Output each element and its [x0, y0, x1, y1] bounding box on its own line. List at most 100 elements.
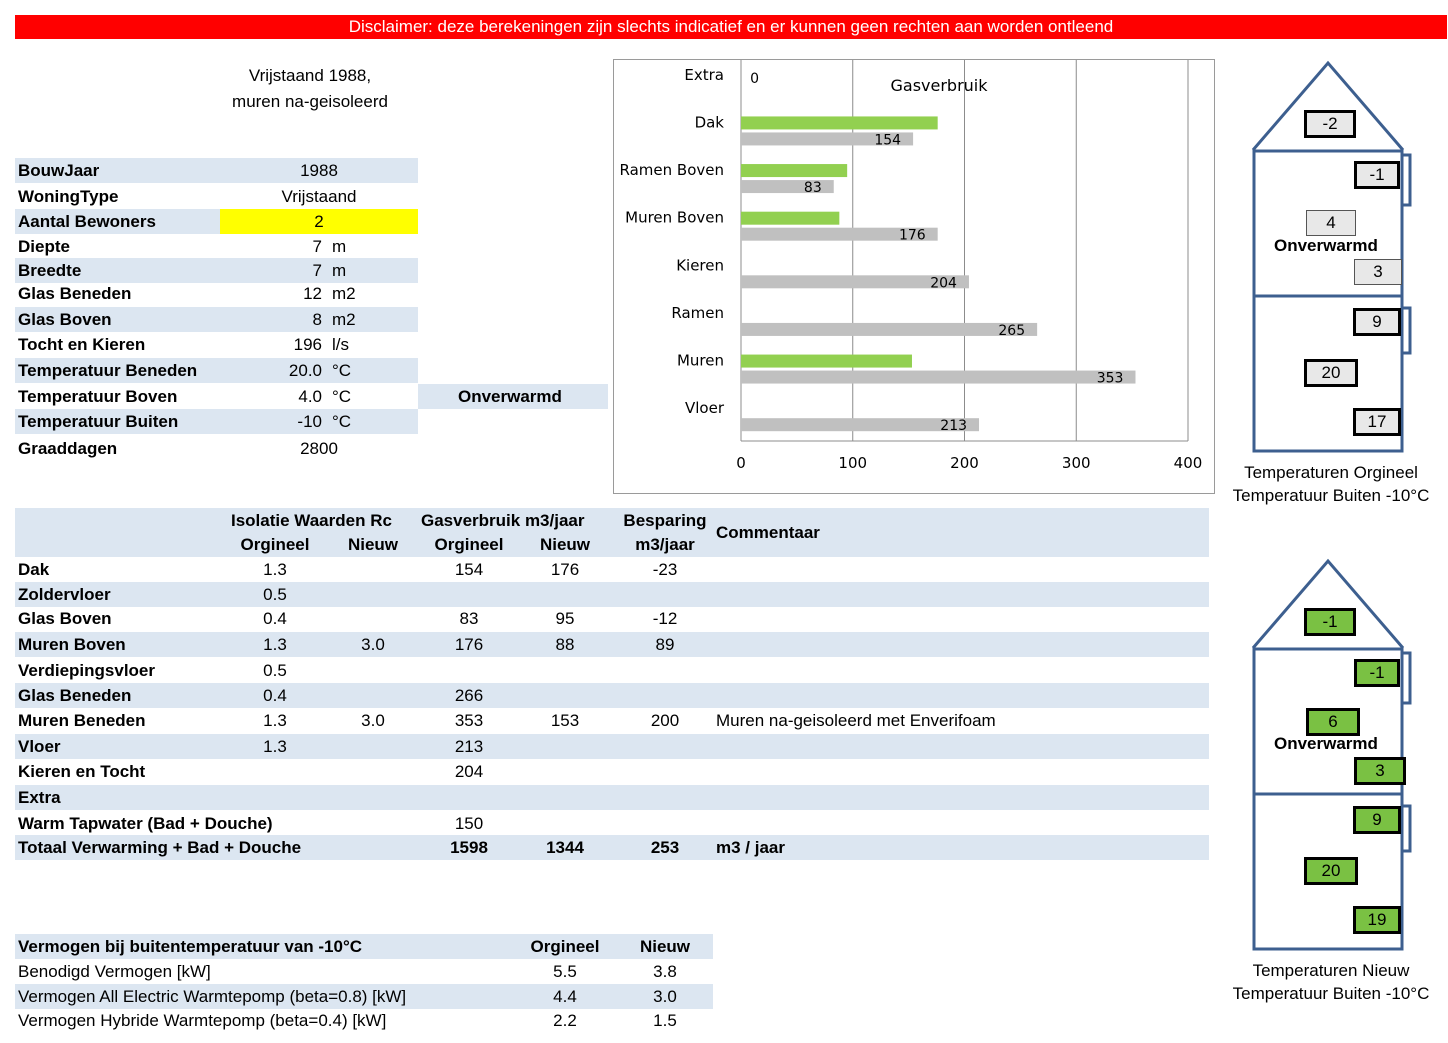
x-tick-label: 300 — [1062, 454, 1091, 472]
insulation-row: Extra — [15, 785, 1209, 810]
bar-original — [741, 180, 834, 194]
param-row: WoningType Vrijstaand — [15, 184, 418, 209]
gas-new — [515, 658, 615, 683]
param-row: Aantal Bewoners 2 — [15, 209, 418, 234]
rc-original — [225, 759, 325, 784]
param-unit: l/s — [332, 335, 349, 354]
gas-original: 150 — [454, 814, 484, 833]
unheated-label: Onverwarmd — [1274, 236, 1378, 255]
param-value: 196 — [293, 335, 322, 354]
bar-new — [741, 116, 938, 130]
house-original: -2 -1 4 3 9 20 17 Onverwarmd Temperaturen Orgine… — [1218, 60, 1446, 510]
house-outline — [1251, 60, 1412, 453]
insulation-row: Warm Tapwater (Bad + Douche) 150 — [15, 811, 1209, 836]
rc-new — [323, 785, 423, 810]
insulation-row: Kieren en Tocht 204 — [15, 759, 1209, 784]
insulation-row: Verdiepingsvloer 0.5 — [15, 658, 1209, 683]
savings — [615, 785, 715, 810]
x-tick-label: 100 — [838, 454, 867, 472]
lower-window — [1402, 804, 1412, 853]
rc-new — [323, 683, 423, 708]
temperature-box: 6 — [1306, 708, 1360, 736]
param-row: Tocht en Kieren 196 l/s — [15, 332, 418, 357]
comment: m3 / jaar — [716, 838, 785, 857]
param-note-row: Onverwarmd — [418, 384, 608, 409]
row-label: Totaal Verwarming + Bad + Douche — [18, 838, 302, 857]
gas-new — [515, 785, 615, 810]
rc-new — [323, 734, 423, 759]
param-label: Temperatuur Beneden — [18, 361, 198, 380]
param-unit: °C — [332, 412, 352, 431]
category-label: Kieren — [676, 256, 724, 274]
row-label: Kieren en Tocht — [18, 762, 146, 781]
bar-new — [741, 164, 848, 178]
temperature-box: 19 — [1353, 906, 1401, 934]
rc-original: 1.3 — [263, 635, 287, 654]
row-label: Extra — [18, 788, 61, 807]
house-caption: Temperaturen Nieuw Temperatuur Buiten -10… — [1218, 959, 1444, 1005]
insulation-row: Glas Boven 0.4 83 95 -12 — [15, 606, 1209, 631]
data-label: 176 — [899, 228, 926, 244]
temperature-box: -2 — [1304, 110, 1356, 138]
row-label: Vloer — [18, 737, 61, 756]
gas-original: 213 — [454, 737, 484, 756]
power-new: 3.8 — [653, 962, 677, 981]
rc-orig-header: Orgineel — [240, 535, 310, 554]
param-unit: °C — [332, 361, 352, 380]
param-unit: m — [332, 261, 347, 280]
category-label: Muren — [677, 352, 724, 370]
gas-original — [419, 582, 519, 607]
data-label: 204 — [930, 275, 957, 291]
caption-line2: Temperatuur Buiten -10°C — [1232, 486, 1430, 505]
param-value: 7 — [312, 237, 322, 256]
power-orig: 5.5 — [553, 962, 577, 981]
savings: 253 — [650, 838, 680, 857]
rc-new — [323, 557, 423, 582]
lower-window — [1402, 306, 1412, 355]
insulation-row: Muren Boven 1.3 3.0 176 88 89 — [15, 632, 1209, 657]
house-new: -1 -1 6 3 9 20 19 Onverwarmd Temperaturen Nieuw T… — [1218, 558, 1446, 1008]
param-value: 20.0 — [288, 361, 322, 380]
savings-header-2: m3/jaar — [635, 535, 695, 554]
x-tick-label: 400 — [1174, 454, 1203, 472]
data-label: 265 — [998, 323, 1025, 339]
gas-new — [515, 582, 615, 607]
power-row: Vermogen Hybride Warmtepomp (beta=0.4) [… — [15, 1008, 713, 1033]
savings — [615, 811, 715, 836]
insulation-row: Dak 1.3 154 176 -23 — [15, 557, 1209, 582]
gas-original: 1598 — [450, 838, 488, 857]
param-note: Onverwarmd — [458, 387, 562, 406]
rc-new: 3.0 — [361, 635, 385, 654]
power-row: Vermogen All Electric Warmtepomp (beta=0… — [15, 984, 713, 1009]
param-row: Glas Beneden 12 m2 — [15, 281, 418, 306]
param-value: 2800 — [300, 439, 338, 458]
row-label: Dak — [18, 560, 50, 579]
bar-original — [741, 418, 980, 432]
row-label: Warm Tapwater (Bad + Douche) — [18, 814, 273, 833]
power-header-orig: Orgineel — [530, 937, 600, 956]
gas-chart-svg: 0 100 200 300 400 Gasverbruik Extra 0 Dak 154 Rame… — [620, 60, 1203, 472]
temperature-box: 9 — [1353, 806, 1401, 834]
temperature-box: 20 — [1304, 857, 1358, 885]
savings: -12 — [652, 609, 678, 628]
savings — [615, 658, 715, 683]
row-label: Muren Beneden — [18, 711, 146, 730]
savings-header-1: Besparing — [623, 511, 707, 530]
category-label: Ramen Boven — [620, 161, 724, 179]
rc-new: 3.0 — [361, 711, 385, 730]
power-orig: 4.4 — [553, 987, 577, 1006]
gas-new: 95 — [555, 609, 575, 628]
gas-new: 153 — [550, 711, 580, 730]
power-label: Vermogen Hybride Warmtepomp (beta=0.4) [… — [18, 1011, 387, 1030]
param-row: Temperatuur Beneden 20.0 °C — [15, 358, 418, 383]
disclaimer-banner: Disclaimer: deze berekeningen zijn slech… — [15, 15, 1447, 39]
gas-new: 1344 — [546, 838, 584, 857]
bar-original — [741, 227, 938, 241]
row-label: Verdiepingsvloer — [18, 661, 155, 680]
category-label: Extra — [684, 66, 724, 84]
param-label: Glas Boven — [18, 310, 112, 329]
temperature-box: 3 — [1354, 757, 1406, 785]
gas-new — [515, 759, 615, 784]
rc-group-header: Isolatie Waarden Rc — [231, 511, 392, 530]
gas-orig-header: Orgineel — [434, 535, 504, 554]
